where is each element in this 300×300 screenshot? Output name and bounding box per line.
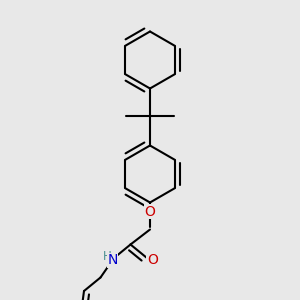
- Text: O: O: [145, 205, 155, 218]
- Text: H: H: [103, 250, 112, 263]
- Text: N: N: [107, 254, 118, 267]
- Text: O: O: [147, 254, 158, 267]
